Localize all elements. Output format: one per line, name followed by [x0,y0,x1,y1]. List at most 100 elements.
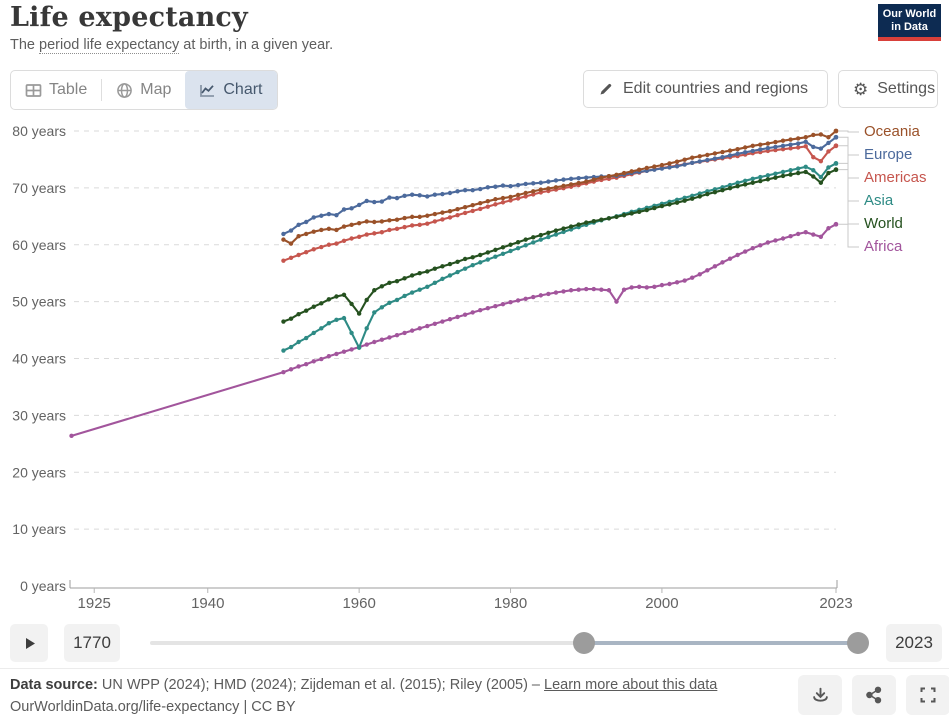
series-line-asia[interactable] [283,162,837,352]
series-point [303,308,309,313]
series-point [674,164,680,169]
y-axis-label: 10 years [12,521,66,537]
series-point [417,193,422,198]
series-point [402,215,407,221]
series-point [637,209,642,214]
series-point [682,157,687,162]
series-point [727,256,733,261]
series-point [372,219,377,225]
series-point [417,214,422,220]
tab-map[interactable]: Map [102,71,185,109]
series-point [712,156,718,161]
tab-separator [101,79,103,101]
series-point [705,191,710,197]
timeline-slider-range [584,641,858,645]
legend-label-europe[interactable]: Europe [864,146,913,163]
series-point [553,185,559,190]
series-point [553,178,559,183]
series-point [508,183,513,189]
series-point [780,143,786,148]
series-point [758,243,763,248]
edit-countries-button[interactable]: Edit countries and regions [583,70,828,108]
series-point [394,217,400,222]
play-button[interactable] [10,624,48,662]
series-point [652,284,657,290]
timeline-end-year[interactable]: 2023 [886,624,942,662]
legend-label-oceania[interactable]: Oceania [864,123,920,140]
y-axis-label: 80 years [12,123,66,139]
owid-logo[interactable]: Our World in Data [878,4,941,41]
series-point [546,186,551,191]
series-point [546,230,551,236]
series-point [811,232,816,237]
series-point [659,166,665,171]
series-point [349,330,354,336]
series-point [425,221,430,226]
download-button[interactable] [798,675,842,715]
settings-label: Settings [877,80,936,97]
subtitle-glossary-link[interactable]: period life expectancy [39,37,180,54]
tab-chart[interactable]: Chart [185,71,277,109]
logo-text: in Data [891,20,928,33]
series-point [462,312,468,317]
series-point [402,224,407,230]
series-point [531,294,536,300]
series-point [674,280,680,285]
series-point [553,232,559,237]
series-point [281,237,286,242]
series-point [826,226,831,231]
series-point [500,301,506,307]
series-point [334,351,339,357]
series-point [758,174,763,180]
series-point [591,286,596,292]
series-point [599,217,604,222]
legend-label-world[interactable]: World [864,215,903,232]
share-button[interactable] [852,675,896,715]
series-point [478,252,483,258]
series-point [508,299,513,305]
y-axis-label: 70 years [12,180,66,196]
series-point [795,166,801,171]
series-point [780,147,786,152]
legend-label-americas[interactable]: Americas [864,169,927,186]
series-point [780,236,786,241]
series-point [462,187,468,193]
share-icon [866,686,882,704]
series-point [568,176,574,181]
legend-label-asia[interactable]: Asia [864,192,894,209]
fullscreen-button[interactable] [906,675,949,715]
series-point [379,337,385,342]
timeline-handle-start[interactable] [573,632,595,654]
settings-button[interactable]: ⚙ Settings [838,70,938,108]
tab-table-label: Table [49,81,88,98]
series-point [735,252,740,258]
series-point [515,239,521,245]
series-point [523,194,528,199]
series-line-americas[interactable] [283,144,837,262]
series-point [803,135,808,140]
tab-table[interactable]: Table [11,71,101,109]
timeline-slider-track[interactable] [150,641,858,645]
series-point [462,210,468,216]
series-point [727,185,733,191]
series-point [478,186,483,192]
series-point [606,288,612,293]
series-point [455,189,460,194]
series-point [478,201,483,206]
timeline-handle-end[interactable] [847,632,869,654]
series-line-africa[interactable] [71,223,837,437]
series-point [379,305,385,310]
series-point [493,202,498,207]
chart-subtitle: The period life expectancy at birth, in … [10,37,333,54]
series-point [409,192,415,197]
learn-more-link[interactable]: Learn more about this data [544,677,718,693]
series-point [394,332,400,338]
timeline-start-year[interactable]: 1770 [64,624,120,662]
series-point [387,300,392,305]
series-point [356,311,362,316]
series-point [281,258,286,263]
series-point [349,236,354,241]
legend-label-africa[interactable]: Africa [864,238,903,255]
series-point [742,150,748,155]
series-point [584,175,589,180]
